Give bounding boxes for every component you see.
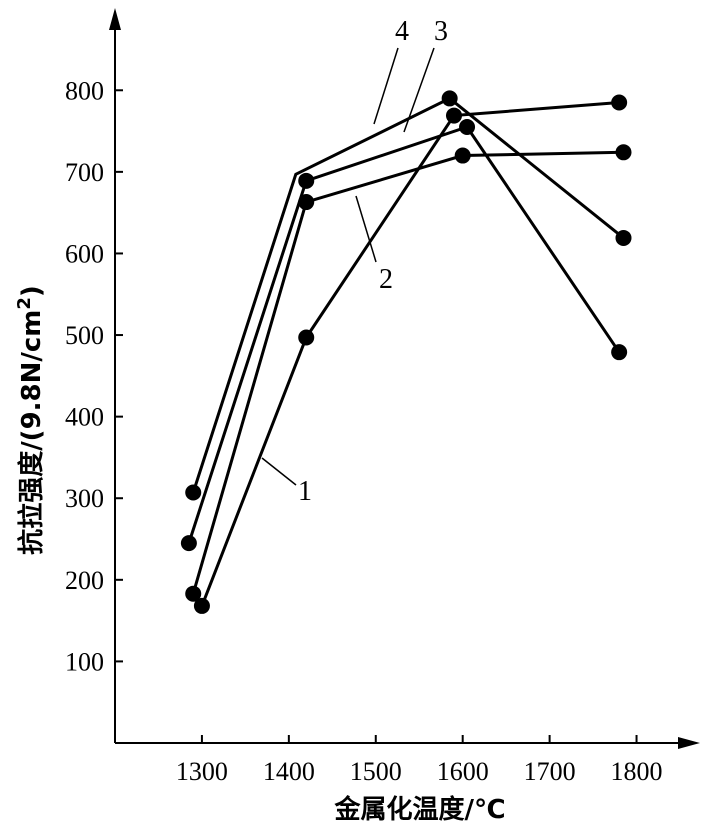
series-label-4: 4: [395, 16, 409, 47]
y-tick-label: 400: [65, 403, 104, 432]
data-point-marker: [185, 484, 202, 501]
x-tick-label: 1500: [350, 757, 402, 786]
data-point-marker: [615, 229, 632, 246]
series-label-leader: [355, 195, 377, 263]
series-line-2: [191, 150, 624, 595]
tick-labels: 1300 1400 1500 1600 1700 18001002003004005006…: [65, 76, 663, 786]
data-point-marker: [446, 107, 462, 124]
data-point-marker: [611, 344, 628, 361]
data-point-marker: [185, 585, 202, 602]
x-tick-label: 1600: [437, 757, 489, 786]
series-label-leader: [403, 47, 435, 133]
y-tick-label: 700: [65, 158, 104, 187]
x-tick-label: 1700: [524, 757, 576, 786]
data-point-marker: [615, 144, 632, 161]
y-axis-title-close: ): [17, 285, 47, 297]
axes: [109, 8, 700, 749]
data-point-marker: [459, 118, 476, 135]
series-line-3: [187, 125, 621, 544]
series-label-3: 3: [434, 16, 448, 47]
data-point-marker: [454, 147, 471, 164]
x-axis-title: 金属化温度/℃: [334, 794, 506, 825]
data-point-marker: [611, 94, 628, 111]
data-point-marker: [298, 194, 315, 211]
y-axis-title-superscript: 2: [14, 297, 35, 310]
data-point-marker: [193, 597, 210, 614]
y-axis-title-main: 抗拉强度/(9.8N/cm: [16, 310, 47, 555]
series-label-2: 2: [379, 264, 393, 295]
data-point-marker: [298, 329, 315, 346]
y-axis-arrow: [109, 8, 121, 30]
y-tick-label: 600: [65, 239, 104, 268]
series-line-4: [191, 96, 625, 493]
y-tick-label: 200: [65, 566, 104, 595]
data-point-marker: [298, 172, 315, 189]
data-point-marker: [441, 90, 458, 107]
y-tick-label: 500: [65, 321, 104, 350]
y-axis-title: 抗拉强度/(9.8N/cm2): [14, 285, 47, 555]
series-label-1: 1: [298, 476, 312, 507]
y-tick-label: 300: [65, 484, 104, 513]
x-tick-label: 1400: [263, 757, 315, 786]
x-tick-label: 1300: [176, 757, 228, 786]
series-lines: [187, 96, 625, 607]
series-line-1: [200, 101, 620, 607]
y-tick-label: 100: [65, 647, 104, 676]
series-markers: [180, 90, 632, 614]
x-axis-arrow: [678, 737, 700, 749]
series-label-leader: [261, 457, 297, 486]
series-labels: 1 2 34: [261, 16, 448, 507]
x-tick-label: 1800: [611, 757, 663, 786]
data-point-marker: [180, 535, 197, 552]
y-tick-label: 800: [65, 76, 104, 105]
series-label-leader: [373, 47, 399, 125]
